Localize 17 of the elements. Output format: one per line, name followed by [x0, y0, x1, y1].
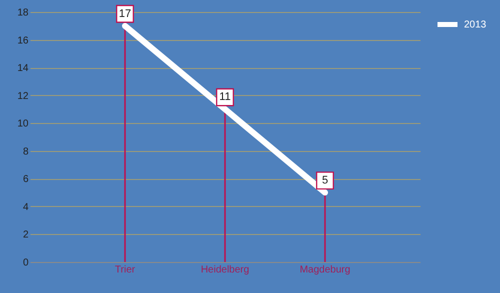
y-tick-label: 18: [17, 8, 29, 18]
y-tick-label: 10: [17, 118, 29, 130]
y-tick-label: 14: [17, 63, 29, 74]
x-tick-label: Trier: [114, 264, 136, 276]
y-tick-label: 0: [22, 258, 29, 268]
data-label: 11: [219, 91, 231, 104]
y-tick-label: 2: [22, 230, 29, 241]
data-label: 17: [118, 8, 132, 20]
x-tick-label: Magdeburg: [300, 264, 350, 276]
y-tick-label: 12: [17, 90, 29, 102]
y-tick-label: 8: [22, 146, 29, 158]
y-tick-label: 4: [22, 202, 29, 213]
x-tick-label: Heidelberg: [200, 264, 250, 276]
data-label: 5: [322, 174, 328, 187]
y-tick-label: 6: [22, 174, 29, 186]
y-tick-label: 16: [17, 35, 29, 46]
legend-label: 2013: [464, 20, 487, 30]
